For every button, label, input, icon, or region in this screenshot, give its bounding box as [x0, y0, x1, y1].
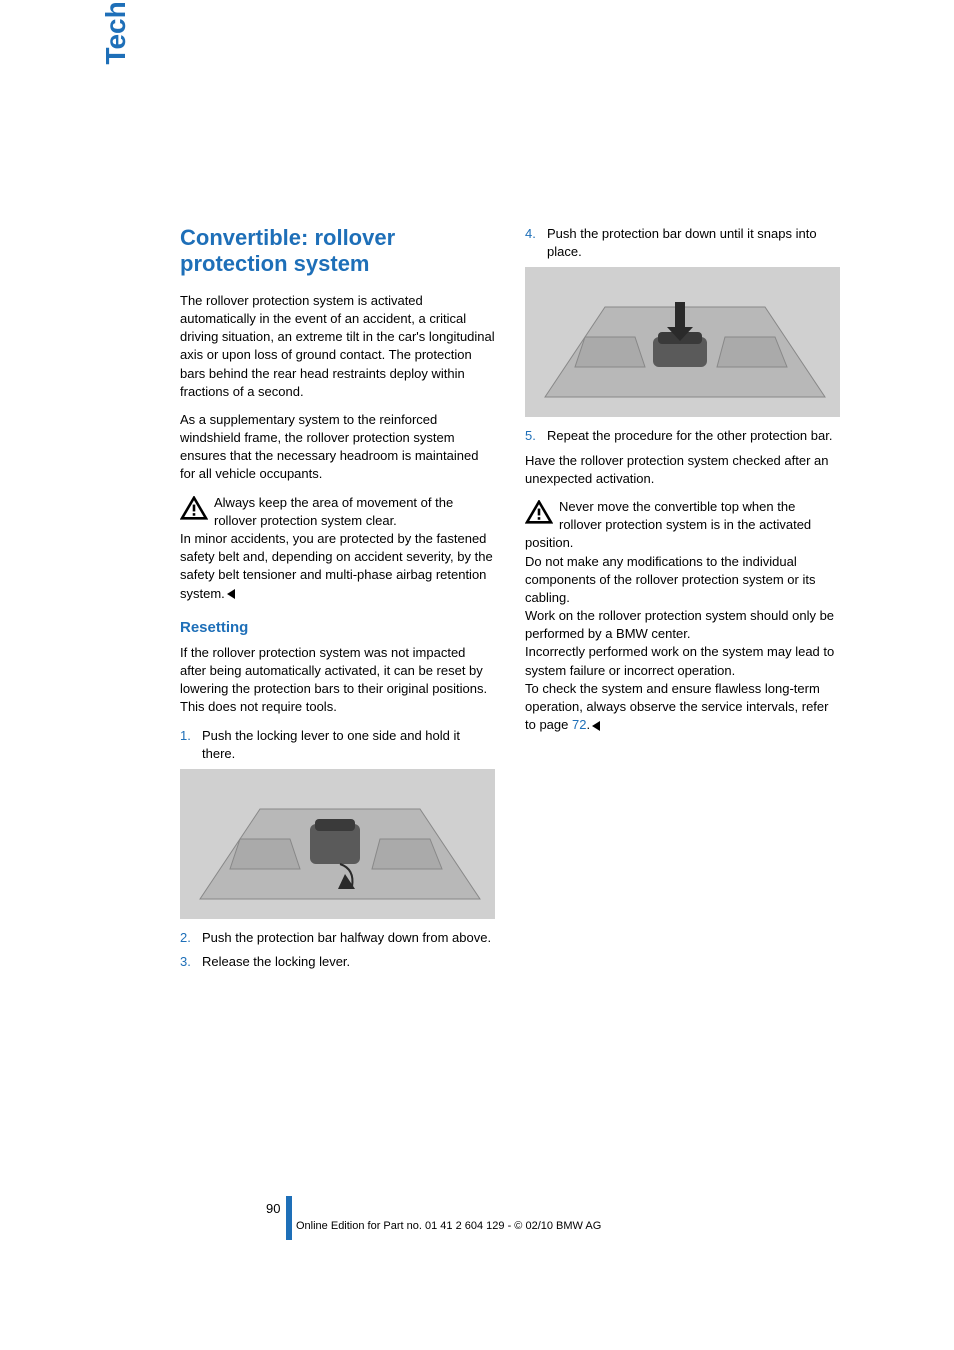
list-item: 3. Release the locking lever.: [180, 953, 495, 971]
list-text: Push the protection bar halfway down fro…: [202, 929, 495, 947]
right-column: 4. Push the protection bar down until it…: [525, 225, 840, 977]
footer-accent-bar: [286, 1196, 292, 1240]
warning-text: To check the system and ensure flawless …: [525, 681, 828, 732]
list-number: 4.: [525, 225, 547, 261]
warning-text: Never move the convertible top when the …: [525, 499, 811, 550]
list-text: Repeat the procedure for the other prote…: [547, 427, 840, 445]
figure-illustration: [180, 769, 495, 919]
list-text: Push the protection bar down until it sn…: [547, 225, 840, 261]
page-content: Convertible: rollover protection system …: [180, 225, 840, 977]
list-item: 1. Push the locking lever to one side an…: [180, 727, 495, 763]
figure-illustration: [525, 267, 840, 417]
list-item: 2. Push the protection bar halfway down …: [180, 929, 495, 947]
warning-block: Never move the convertible top when the …: [525, 498, 840, 734]
warning-block: Always keep the area of movement of the …: [180, 494, 495, 603]
end-marker-icon: [227, 589, 235, 599]
footer-edition-line: Online Edition for Part no. 01 41 2 604 …: [296, 1220, 601, 1232]
subheading: Resetting: [180, 617, 495, 638]
warning-text: Work on the rollover protection system s…: [525, 608, 834, 641]
left-column: Convertible: rollover protection system …: [180, 225, 495, 977]
warning-text: Incorrectly performed work on the system…: [525, 644, 834, 677]
warning-icon: [525, 500, 553, 524]
list-text: Release the locking lever.: [202, 953, 495, 971]
paragraph: If the rollover protection system was no…: [180, 644, 495, 717]
page-reference-link[interactable]: 72: [572, 717, 586, 732]
list-number: 3.: [180, 953, 202, 971]
warning-text: Do not make any modifications to the ind…: [525, 554, 815, 605]
list-item: 4. Push the protection bar down until it…: [525, 225, 840, 261]
list-number: 5.: [525, 427, 547, 445]
page-number: 90: [266, 1201, 280, 1216]
sidebar-chapter-title: Technology for driving comfort and safet…: [100, 0, 132, 225]
list-number: 1.: [180, 727, 202, 763]
list-number: 2.: [180, 929, 202, 947]
paragraph: The rollover protection system is activa…: [180, 292, 495, 401]
warning-text: .: [586, 717, 590, 732]
warning-text: Always keep the area of movement of the …: [214, 495, 453, 528]
section-title: Convertible: rollover protection system: [180, 225, 495, 278]
list-item: 5. Repeat the procedure for the other pr…: [525, 427, 840, 445]
end-marker-icon: [592, 721, 600, 731]
paragraph: Have the rollover protection system chec…: [525, 452, 840, 488]
paragraph: As a supplementary system to the reinfor…: [180, 411, 495, 484]
list-text: Push the locking lever to one side and h…: [202, 727, 495, 763]
warning-icon: [180, 496, 208, 520]
